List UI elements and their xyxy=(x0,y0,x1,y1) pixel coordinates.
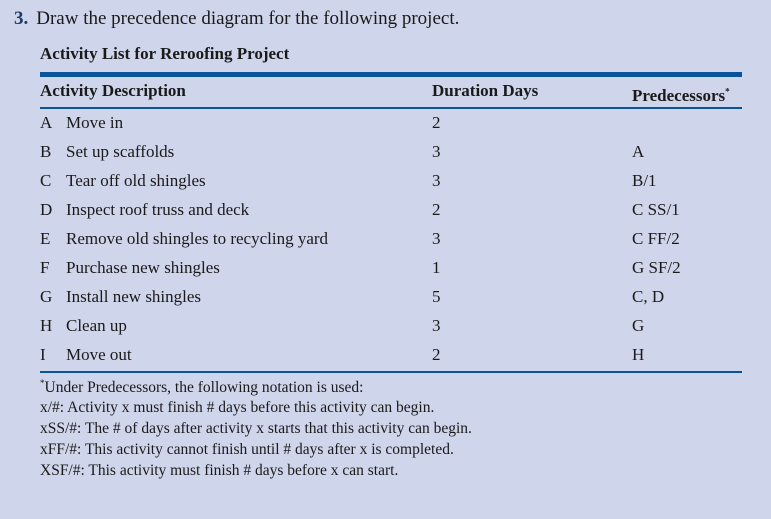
cell-duration: 3 xyxy=(432,142,441,161)
table-top-rule xyxy=(40,72,742,77)
header-predecessors: Predecessors* xyxy=(632,86,730,106)
footnote-text: xSS/#: The # of days after activity x st… xyxy=(40,420,472,437)
table-bottom-rule xyxy=(40,371,742,373)
cell-duration: 1 xyxy=(432,258,441,277)
footnote-mark: * xyxy=(725,86,730,97)
cell-pred: A xyxy=(632,142,645,161)
footnote-line: xFF/#: This activity cannot finish until… xyxy=(40,441,454,459)
footnote-mark: * xyxy=(40,378,45,388)
cell-duration: 5 xyxy=(432,287,441,306)
question-text: Draw the precedence diagram for the foll… xyxy=(36,8,460,29)
footnote-text: xFF/#: This activity cannot finish until… xyxy=(40,441,454,458)
question: 3. Draw the precedence diagram for the fo… xyxy=(14,8,459,30)
footnote-line: x/#: Activity x must finish # days befor… xyxy=(40,399,434,417)
cell-desc: Tear off old shingles xyxy=(66,171,206,190)
cell-id: B xyxy=(40,142,52,161)
header-predecessors-label: Predecessors xyxy=(632,86,726,105)
cell-desc: Move in xyxy=(66,113,124,132)
cell-id: C xyxy=(40,171,52,190)
cell-pred: H xyxy=(632,345,645,364)
cell-duration: 3 xyxy=(432,171,441,190)
footnote-text: Under Predecessors, the following notati… xyxy=(44,379,364,397)
cell-pred: G xyxy=(632,316,645,335)
cell-pred: C FF/2 xyxy=(632,229,680,248)
cell-desc: Set up scaffolds xyxy=(66,142,175,161)
footnote-line: *Under Predecessors, the following notat… xyxy=(40,378,363,397)
cell-duration: 2 xyxy=(432,345,441,364)
footnote-text: x/#: Activity x must finish # days befor… xyxy=(40,399,435,416)
cell-desc: Move out xyxy=(66,345,132,364)
question-number: 3. xyxy=(14,8,29,29)
cell-desc: Inspect roof truss and deck xyxy=(66,200,250,219)
cell-desc: Purchase new shingles xyxy=(66,258,220,277)
cell-desc: Install new shingles xyxy=(66,287,202,306)
cell-id: A xyxy=(40,113,53,132)
header-duration: Duration Days xyxy=(432,81,539,100)
cell-duration: 3 xyxy=(432,229,441,248)
header-rule xyxy=(40,107,742,109)
cell-pred: G SF/2 xyxy=(632,258,681,277)
cell-desc: Clean up xyxy=(66,316,127,335)
cell-id: F xyxy=(40,258,50,277)
header-description: Activity Description xyxy=(40,81,186,100)
cell-pred: C SS/1 xyxy=(632,200,680,219)
cell-id: G xyxy=(40,287,53,306)
cell-id: E xyxy=(40,229,51,248)
cell-id: H xyxy=(40,316,53,335)
cell-duration: 2 xyxy=(432,113,441,132)
footnote-text: XSF/#: This activity must finish # days … xyxy=(40,462,399,479)
cell-desc: Remove old shingles to recycling yard xyxy=(66,229,329,248)
cell-id: D xyxy=(40,200,53,219)
cell-duration: 2 xyxy=(432,200,441,219)
table-title: Activity List for Reroofing Project xyxy=(40,44,290,63)
footnote-line: XSF/#: This activity must finish # days … xyxy=(40,462,398,480)
cell-pred: C, D xyxy=(632,287,665,306)
cell-id: I xyxy=(40,345,46,364)
cell-pred: B/1 xyxy=(632,171,657,190)
cell-duration: 3 xyxy=(432,316,441,335)
footnote-line: xSS/#: The # of days after activity x st… xyxy=(40,420,472,438)
